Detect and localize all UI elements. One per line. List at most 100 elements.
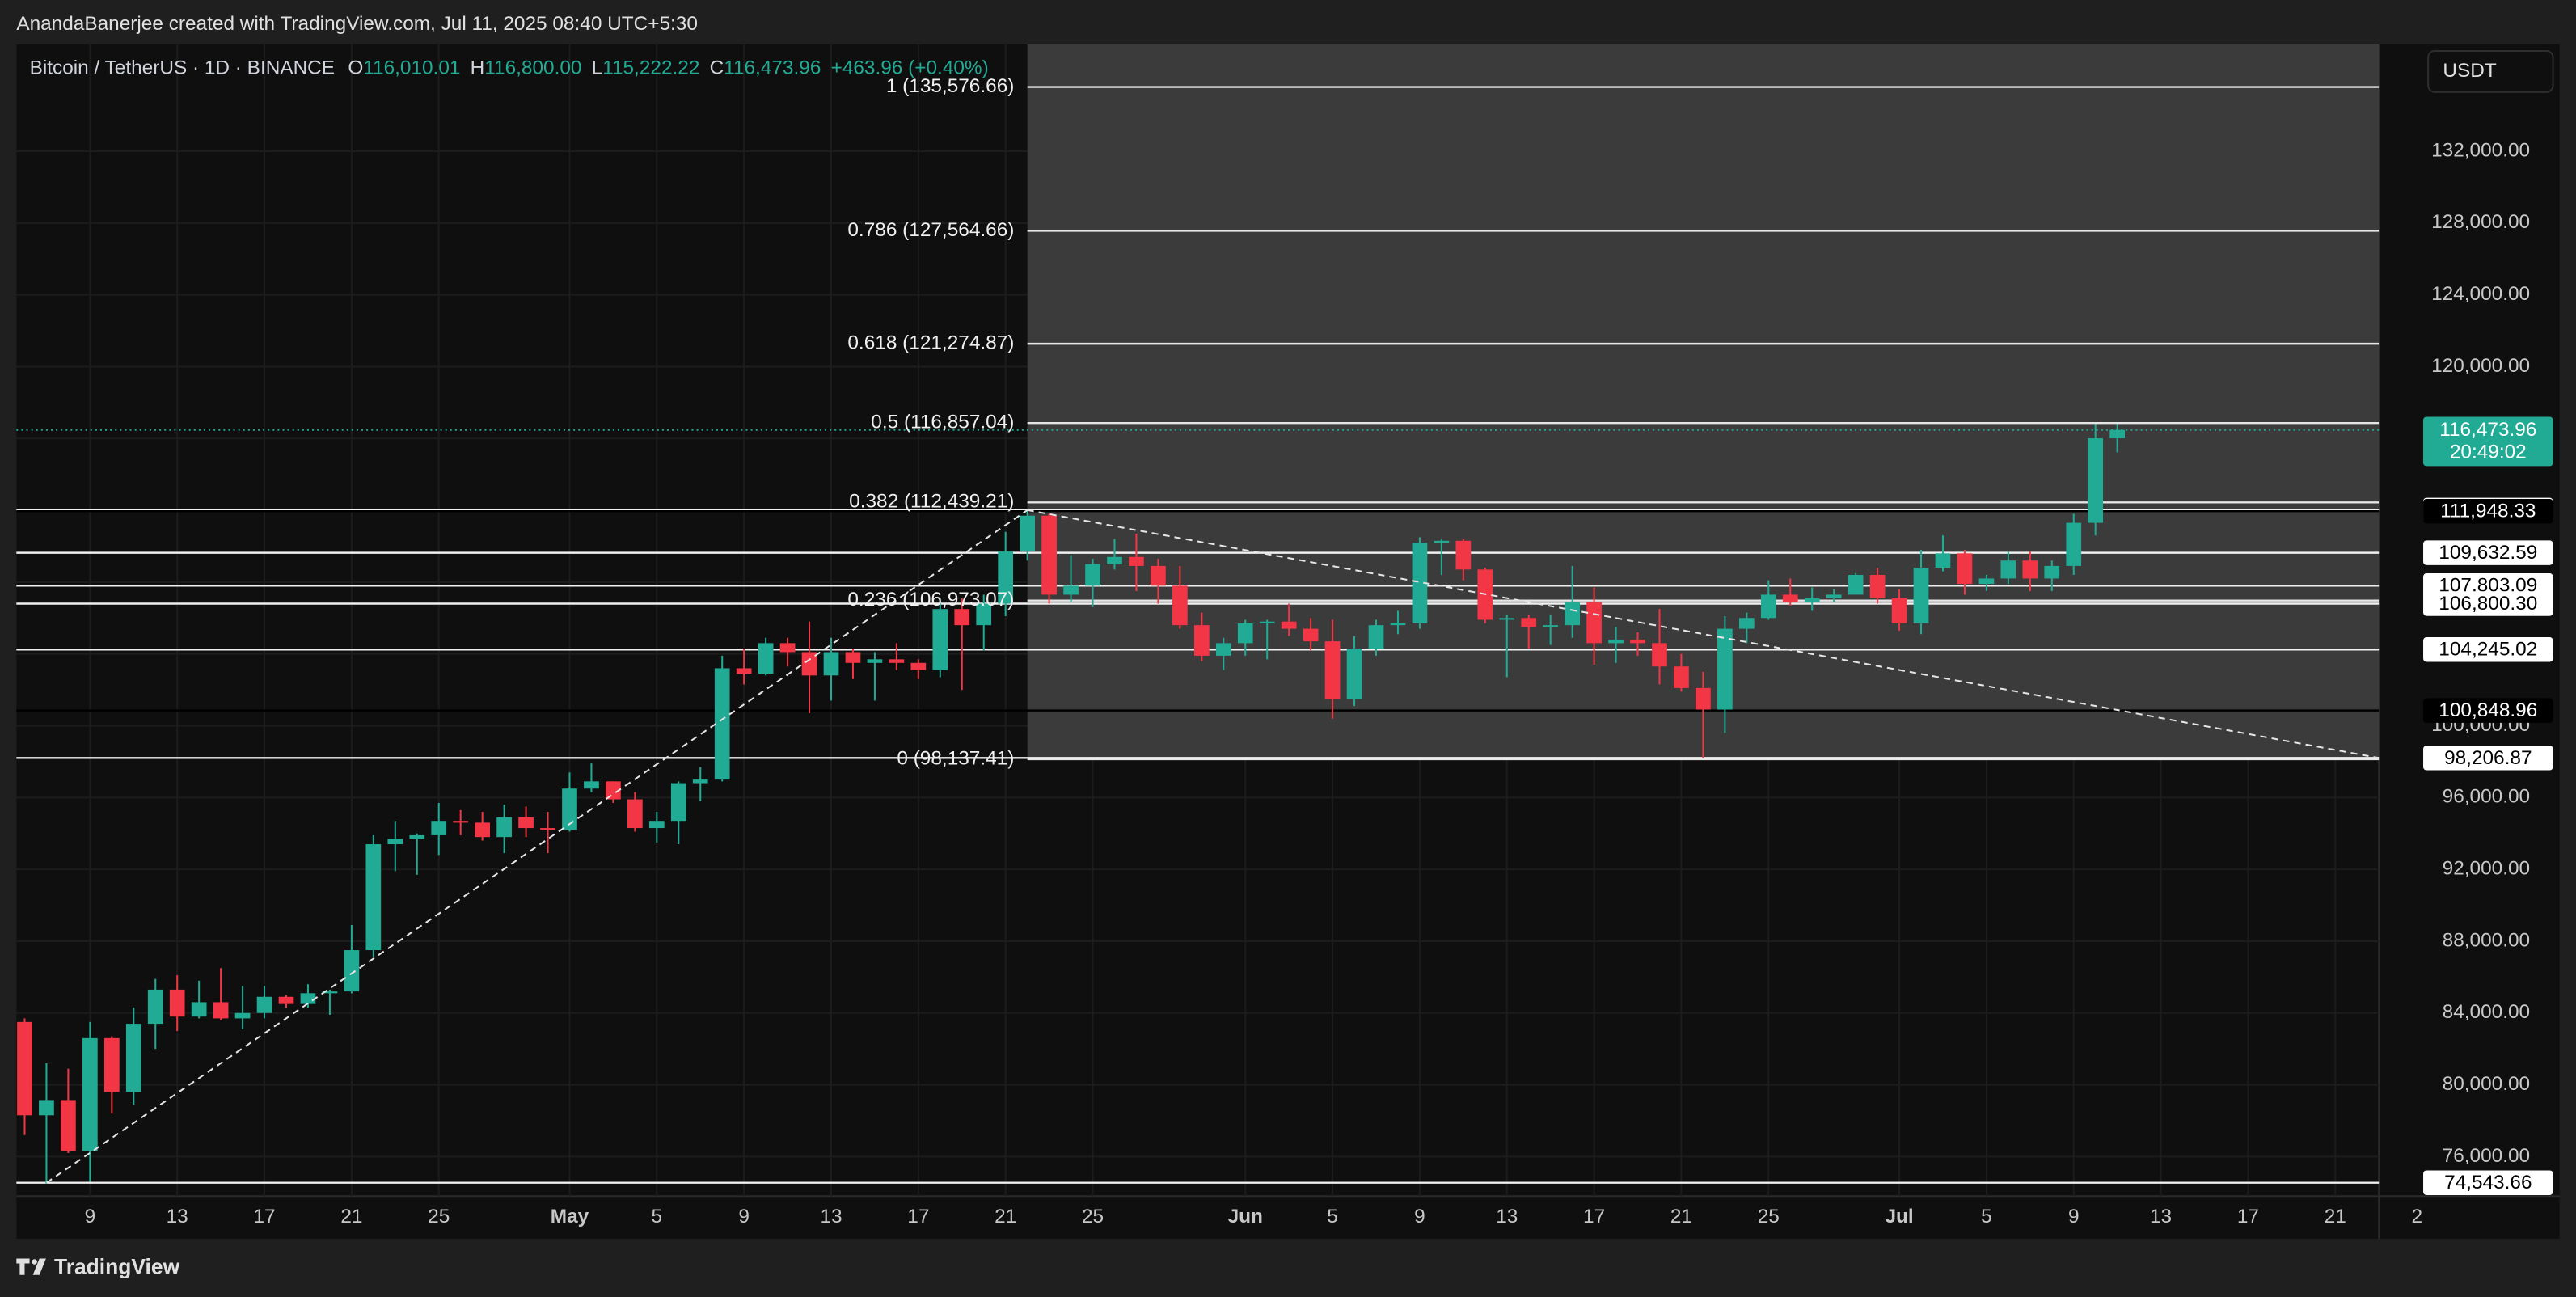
candle-body [1826, 594, 1842, 598]
candle-body [1324, 641, 1341, 699]
candle-body [1129, 556, 1144, 566]
legend-key: C [710, 57, 724, 79]
candle-body [1891, 598, 1907, 623]
fib-label: 0.236 (106,973.07) [847, 589, 1014, 610]
legend-value: 115,222.22 [602, 57, 699, 79]
x-tick-label: Jun [1228, 1206, 1263, 1227]
legend-key: H [471, 57, 485, 79]
candle-body [191, 1002, 207, 1017]
x-tick-label: Jul [1885, 1206, 1913, 1227]
candle-body [103, 1037, 120, 1092]
candle-body [1259, 621, 1275, 623]
candle-body [584, 781, 599, 789]
candle-body [758, 643, 774, 674]
candle-body [867, 659, 883, 663]
candle-body [562, 788, 577, 830]
level-tag-label: 111,948.33 [2440, 501, 2536, 522]
y-tick-label: 96,000.00 [2443, 786, 2530, 808]
y-tick-label: 80,000.00 [2443, 1073, 2530, 1095]
candle-body [1455, 540, 1472, 570]
candle-body [169, 989, 185, 1017]
candle-body [1303, 628, 1319, 642]
candle-body [692, 779, 708, 784]
candle-body [475, 822, 490, 838]
candle-body [1586, 602, 1602, 644]
x-tick-label: 13 [820, 1206, 842, 1227]
candle-body [779, 643, 796, 653]
fib-label: 0.5 (116,857.04) [871, 412, 1014, 433]
candle-body [1172, 585, 1188, 626]
level-tag-label: 104,245.02 [2439, 639, 2537, 661]
candle-body [322, 991, 338, 994]
y-tick-label: 120,000.00 [2431, 355, 2530, 377]
candle-body [1107, 556, 1122, 564]
candle-body [518, 817, 534, 829]
y-tick-label: 84,000.00 [2443, 1001, 2530, 1023]
level-tag-label: 98,206.87 [2444, 747, 2532, 769]
y-tick-label: 124,000.00 [2431, 283, 2530, 305]
candle-body [976, 603, 992, 626]
candle-body [1608, 639, 1624, 644]
currency-label[interactable]: USDT [2443, 60, 2496, 82]
level-tag [2423, 591, 2553, 616]
legend-value: 116,473.96 [724, 57, 821, 79]
x-tick-label: 9 [2068, 1206, 2080, 1227]
candle-body [147, 989, 163, 1025]
x-tick-label: 21 [340, 1206, 362, 1227]
candle-body [998, 551, 1014, 604]
y-tick-label: 128,000.00 [2431, 211, 2530, 233]
candle-body [1543, 625, 1559, 627]
x-tick-label: 17 [253, 1206, 275, 1227]
y-tick-label: 92,000.00 [2443, 858, 2530, 880]
candle-body [1193, 625, 1210, 656]
symbol: Bitcoin / TetherUS · 1D · BINANCE [30, 57, 335, 79]
candle-body [234, 1012, 251, 1019]
candle-body [714, 668, 730, 780]
candle-body [1717, 628, 1733, 710]
candle-body [910, 662, 927, 670]
candle-body [1499, 618, 1515, 620]
price-tags: 112,007.31111,948.33109,632.59107,803.09… [2423, 416, 2553, 1195]
candle-body [1848, 574, 1864, 595]
level-tag [2423, 698, 2553, 723]
candle-body [648, 821, 665, 829]
candle-body [1281, 621, 1297, 629]
candle-body [1630, 639, 1645, 644]
candle-body [1957, 553, 1973, 585]
level-tag [2423, 540, 2553, 565]
level-tag-label: 109,632.59 [2439, 542, 2537, 564]
candle-body [2066, 522, 2082, 566]
candle-body [845, 652, 861, 663]
trendline [1027, 509, 2380, 759]
candle-body [1412, 543, 1428, 623]
level-tag [2423, 637, 2553, 662]
candle-body [1738, 618, 1755, 629]
fib-label: 0.786 (127,564.66) [847, 219, 1014, 241]
logo-text: TradingView [54, 1255, 180, 1279]
candle-body [1782, 594, 1798, 602]
legend-key: O [348, 57, 363, 79]
candle-body [1760, 594, 1776, 619]
candle-body [1869, 574, 1886, 598]
last-price-label: 116,473.96 [2439, 419, 2536, 441]
y-tick-label: 88,000.00 [2443, 929, 2530, 951]
candle-body [1804, 598, 1820, 602]
time-axis: 9 13 17 21 25 May 5 9 13 17 21 25 Jun 5 9 13 17 21 25 Jul 5 9… [85, 1206, 2422, 1227]
candle-body [1346, 648, 1362, 699]
candle-body [453, 821, 469, 823]
candle-body [889, 659, 905, 663]
candle-body [1978, 578, 1995, 585]
candle-body [1935, 553, 1951, 568]
currency-button[interactable] [2427, 49, 2554, 93]
candle-body [1913, 568, 1929, 623]
candle-body [2109, 429, 2125, 439]
legend-change: +463.96 (+0.40%) [831, 57, 989, 79]
level-tag-label: 74,543.66 [2444, 1172, 2532, 1193]
candle-body [61, 1100, 76, 1151]
fib-labels: 1 (135,576.66) 0.786 (127,564.66) 0.618 (1… [847, 75, 1014, 769]
last-price-tag [2423, 416, 2553, 467]
x-tick-label: 9 [85, 1206, 96, 1227]
candle-body [125, 1024, 141, 1092]
candle-body [1151, 565, 1166, 586]
candles [17, 424, 2125, 1184]
